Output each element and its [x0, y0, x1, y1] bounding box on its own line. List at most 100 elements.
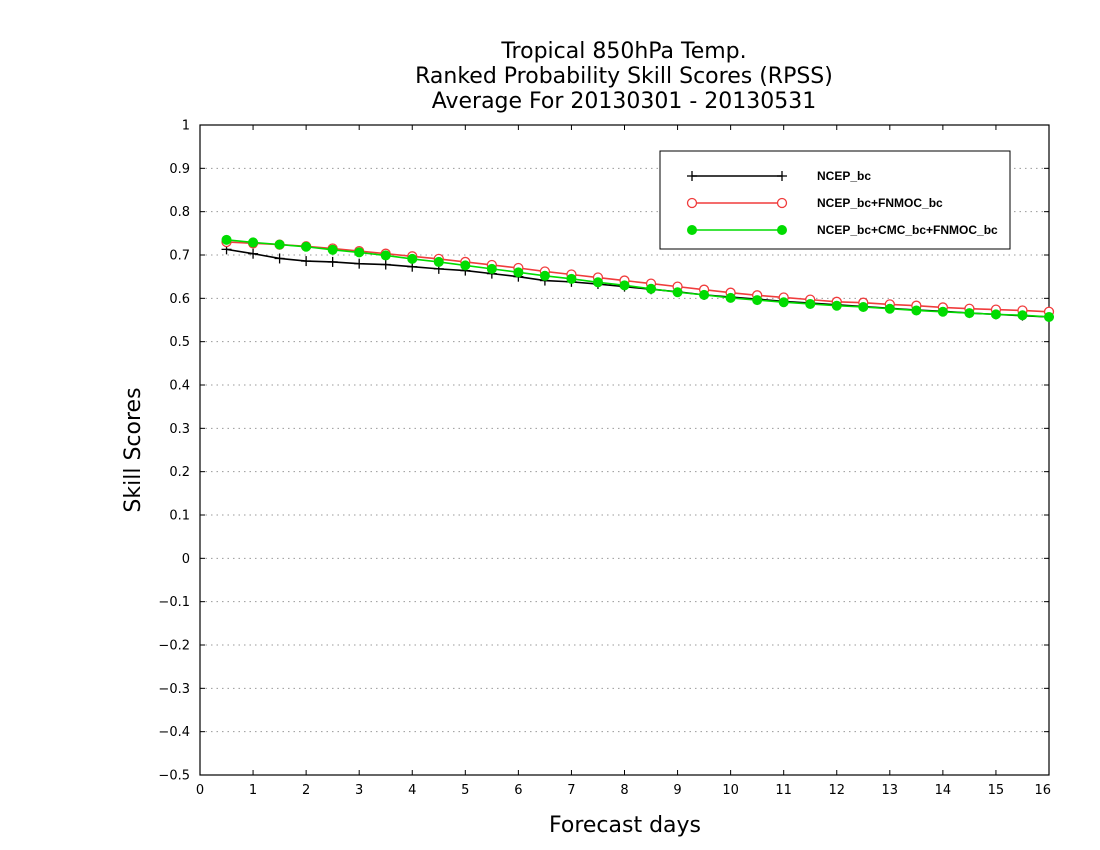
- data-point: [274, 253, 285, 264]
- plot-frame: [199, 124, 1050, 776]
- data-point: [699, 289, 710, 300]
- x-tick-label: 9: [673, 783, 681, 798]
- legend-marker: [776, 197, 788, 209]
- data-point: [407, 253, 418, 264]
- data-point: [619, 280, 630, 291]
- y-tick-label: 1: [182, 119, 190, 134]
- y-tick-label: 0.7: [169, 249, 190, 264]
- data-point: [592, 277, 603, 288]
- data-point: [354, 258, 365, 269]
- x-tick-label: 7: [567, 783, 575, 798]
- series-line: [226, 241, 1050, 313]
- y-tick-label: 0.3: [169, 422, 190, 437]
- legend-item: NCEP_bc+FNMOC_bc: [686, 196, 943, 210]
- y-tick-label: 0.8: [169, 205, 190, 220]
- data-point: [752, 295, 763, 306]
- y-tick-labels: −0.5 −0.4 −0.3 −0.2 −0.1 0 0.1 0.2 0.3 0.4 0.5 0.6 0…: [158, 119, 190, 784]
- legend-marker: [687, 171, 697, 181]
- legend: NCEP_bc NCEP_bc+FNMOC_bc NCEP_bc+CMC_bc+FN…: [659, 150, 1011, 250]
- y-tick-label: −0.4: [158, 725, 190, 740]
- data-point: [301, 241, 312, 252]
- legend-marker: [686, 197, 698, 209]
- y-tick-label: −0.5: [158, 769, 190, 784]
- data-point: [937, 306, 948, 317]
- y-tick-label: 0.4: [169, 379, 190, 394]
- x-tick-label: 10: [722, 783, 739, 798]
- data-point: [327, 244, 338, 255]
- data-point: [990, 309, 1001, 320]
- data-point: [513, 267, 524, 278]
- x-tick-label: 11: [775, 783, 792, 798]
- x-tick-labels: 0 1 2 3 4 5 6 7 8 9 10 11 12 13 14 15 16: [196, 783, 1051, 798]
- data-point: [301, 256, 312, 267]
- data-point: [566, 273, 577, 284]
- data-point: [964, 308, 975, 319]
- x-tick-label: 8: [620, 783, 628, 798]
- data-point: [354, 247, 365, 258]
- y-tick-label: −0.2: [158, 639, 190, 654]
- data-point: [646, 283, 657, 294]
- legend-label: NCEP_bc+FNMOC_bc: [817, 196, 943, 210]
- title-line-1: Tropical 850hPa Temp.: [500, 39, 746, 64]
- y-tick-label: −0.3: [158, 682, 190, 697]
- data-point: [380, 250, 391, 261]
- y-tick-label: 0.6: [169, 292, 190, 307]
- legend-label: NCEP_bc+CMC_bc+FNMOC_bc: [817, 223, 998, 237]
- series-2: [221, 234, 1054, 322]
- data-point: [433, 256, 444, 267]
- legend-item: NCEP_bc: [687, 169, 871, 183]
- y-tick-label: 0.5: [169, 335, 190, 350]
- y-axis-label: Skill Scores: [121, 387, 146, 512]
- x-tick-label: 12: [828, 783, 845, 798]
- data-point: [1044, 311, 1054, 322]
- y-tick-label: 0.9: [169, 162, 190, 177]
- data-point: [221, 234, 232, 245]
- x-tick-label: 1: [249, 783, 257, 798]
- x-tick-label: 3: [355, 783, 363, 798]
- data-point: [831, 300, 842, 311]
- data-point: [672, 287, 683, 298]
- x-tick-label: 2: [302, 783, 310, 798]
- y-tick-label: −0.1: [158, 595, 190, 610]
- legend-label: NCEP_bc: [817, 169, 871, 183]
- data-point: [911, 305, 922, 316]
- data-point: [460, 260, 471, 271]
- y-tick-label: 0.1: [169, 509, 190, 524]
- data-point: [380, 259, 391, 270]
- y-tick-label: 0: [182, 552, 190, 567]
- y-gridlines: [200, 167, 1049, 733]
- data-point: [539, 270, 550, 281]
- x-tick-label: 13: [882, 783, 899, 798]
- legend-marker: [777, 225, 787, 235]
- series-lines: [221, 234, 1055, 322]
- data-point: [248, 248, 259, 259]
- x-tick-label: 0: [196, 783, 204, 798]
- title-line-3: Average For 20130301 - 20130531: [432, 89, 817, 114]
- x-tick-label: 4: [408, 783, 416, 798]
- x-tick-label: 6: [514, 783, 522, 798]
- data-point: [327, 256, 338, 267]
- legend-box: [659, 150, 1011, 250]
- data-point: [858, 302, 869, 312]
- legend-marker: [687, 225, 697, 235]
- data-point: [274, 239, 285, 250]
- y-tick-label: 0.2: [169, 465, 190, 480]
- data-point: [486, 263, 497, 274]
- data-point: [725, 292, 736, 303]
- x-tick-label: 14: [935, 783, 952, 798]
- legend-item: NCEP_bc+CMC_bc+FNMOC_bc: [687, 223, 998, 237]
- data-point: [778, 297, 789, 308]
- data-point: [248, 237, 259, 248]
- x-tick-label: 15: [988, 783, 1005, 798]
- x-axis-label: Forecast days: [549, 813, 701, 838]
- legend-marker: [777, 171, 787, 181]
- data-point: [1017, 310, 1028, 321]
- x-tick-label: 5: [461, 783, 469, 798]
- data-point: [805, 298, 816, 309]
- legend-items: NCEP_bc NCEP_bc+FNMOC_bc NCEP_bc+CMC_bc+FN…: [686, 169, 998, 237]
- series-line: [226, 239, 1050, 318]
- x-tick-label: 16: [1034, 783, 1051, 798]
- title-line-2: Ranked Probability Skill Scores (RPSS): [415, 64, 833, 89]
- chart-title: Tropical 850hPa Temp. Ranked Probability…: [415, 39, 833, 114]
